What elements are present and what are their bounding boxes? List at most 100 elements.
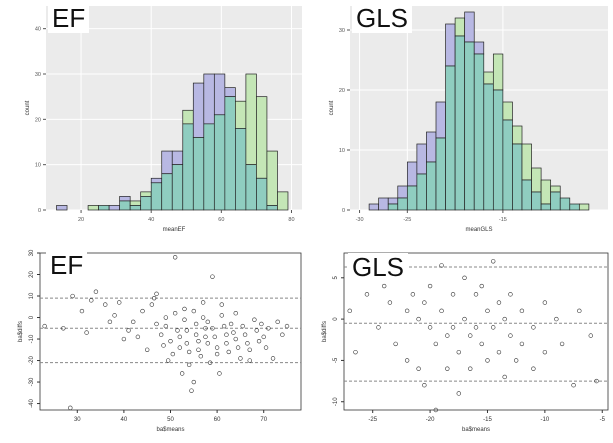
gls-histogram-label: GLS: [352, 4, 413, 33]
ef-scatter-y-tick-label: -20: [29, 356, 35, 365]
gls-hist-bar-overlap: [483, 83, 494, 211]
ef-scatter-data-point: [70, 293, 75, 299]
ef-hist-bar-overlap: [192, 137, 205, 211]
ef-scatter-data-point: [235, 345, 241, 350]
gls-hist-bar-excess: [464, 11, 475, 43]
gls-hist-bar-excess: [531, 167, 542, 193]
gls-hist-bar-excess: [578, 203, 590, 211]
ef-hist-bar-overlap: [129, 205, 142, 211]
ef-scatter-data-point: [117, 300, 122, 305]
gls-scatter-data-point: [456, 349, 461, 355]
ef-scatter-data-point: [231, 330, 236, 335]
gls-hist-y-tick-label: 20: [339, 88, 345, 94]
ef-scatter-data-point: [254, 328, 259, 333]
ef-scatter-data-point: [221, 323, 227, 329]
ef-scatter-data-point: [196, 338, 201, 344]
ef-scatter-data-point: [170, 351, 176, 357]
gls-scatter-y-tick-label: 0: [333, 317, 339, 321]
gls-scatter-data-point: [462, 316, 467, 322]
gls-scatter-data-point: [508, 292, 513, 297]
ef-hist-bar-overlap: [256, 177, 268, 211]
ef-hist-x-tick-label: 40: [148, 217, 154, 223]
gls-hist-bar-excess: [368, 203, 380, 211]
ef-scatter-data-point: [270, 356, 276, 361]
ef-scatter-x-tick-label: 30: [74, 417, 81, 423]
gls-scatter-data-point: [376, 325, 381, 330]
gls-bland-altman-plot: -25 -20 -15 -10 -5 -10 -5 0 5 ba$means ba$diffs: [322, 252, 609, 433]
ef-scatter-data-point: [193, 321, 199, 327]
ef-scatter-data-point: [275, 319, 280, 325]
ef-scatter-data-point: [163, 315, 169, 320]
ef-scatter-data-point: [42, 323, 47, 329]
ef-scatter-data-point: [242, 332, 248, 337]
ef-scatter-data-point: [212, 334, 217, 340]
gls-scatter-data-point: [491, 259, 496, 264]
gls-hist-bar-overlap: [464, 41, 475, 211]
gls-scatter-data-point: [439, 263, 444, 268]
gls-scatter-data-point: [439, 308, 444, 314]
ef-scatter-data-point: [61, 326, 66, 331]
ef-scatter-data-point: [217, 371, 222, 376]
ef-hist-bar-excess: [266, 150, 278, 206]
gls-scatter-label: GLS: [348, 253, 409, 282]
ef-scatter-data-point: [165, 358, 171, 363]
gls-scatter-data-point: [450, 325, 456, 330]
gls-scatter-data-point: [404, 358, 410, 363]
gls-scatter-data-point: [387, 300, 393, 305]
ef-scatter-data-point: [93, 289, 99, 294]
gls-scatter-data-point: [462, 275, 467, 280]
gls-scatter-data-point: [491, 325, 496, 330]
ef-histogram: 20 40 60 80 0 10 20 30 40 meanEF count: [25, 6, 302, 233]
ef-scatter-data-point: [203, 326, 208, 331]
ef-scatter-x-tick-label: 60: [214, 417, 221, 423]
ef-scatter-data-point: [228, 321, 234, 327]
ef-hist-bar-excess: [119, 196, 131, 202]
gls-scatter-data-point: [433, 341, 439, 347]
ef-scatter-data-point: [226, 349, 231, 355]
gls-scatter-data-point: [404, 308, 410, 314]
ef-hist-bar-excess: [140, 191, 152, 197]
gls-scatter-data-point: [364, 292, 370, 297]
gls-hist-bar-overlap: [550, 191, 561, 211]
gls-scatter-data-point: [588, 333, 593, 338]
ef-hist-bar-excess: [277, 191, 289, 211]
ef-scatter-data-point: [224, 332, 229, 337]
gls-hist-x-tick-label: -25: [403, 217, 411, 223]
ef-scatter-data-point: [252, 317, 257, 322]
gls-scatter-x-tick-label: -15: [483, 417, 492, 423]
ef-scatter-y-tick-label: -40: [29, 399, 35, 408]
ef-bland-altman-plot: 30 40 50 60 70 -40 -30 -20 -10 0 10 20 30 ba$means ba$…: [18, 249, 302, 433]
ef-scatter-data-point: [266, 326, 271, 331]
gls-scatter-data-point: [531, 366, 536, 371]
gls-hist-bar-overlap: [445, 65, 456, 211]
ef-hist-bar-excess: [203, 73, 215, 125]
gls-scatter-data-point: [427, 325, 433, 330]
gls-hist-bar-overlap: [492, 89, 504, 211]
ef-scatter-data-point: [214, 351, 220, 357]
ef-hist-bar-excess: [235, 100, 247, 129]
ef-scatter-data-point: [107, 319, 113, 325]
ef-hist-bar-excess: [56, 205, 68, 211]
ef-histogram-panel: 20 40 60 80 0 10 20 30 40 meanEF count EF: [0, 0, 306, 235]
ef-hist-y-tick-label: 20: [35, 117, 41, 123]
ef-hist-y-tick-label: 10: [35, 163, 41, 169]
ef-scatter-data-point: [184, 328, 190, 333]
ef-hist-y-tick-label: 0: [38, 208, 41, 214]
gls-scatter-data-point: [559, 341, 565, 347]
gls-hist-bar-overlap: [435, 137, 446, 211]
gls-hist-bar-overlap: [502, 119, 513, 211]
ef-scatter-x-tick-label: 40: [121, 417, 128, 423]
gls-scatter-data-point: [519, 341, 525, 347]
ef-hist-bar-excess: [182, 109, 194, 125]
gls-hist-bar-overlap: [416, 173, 427, 211]
gls-scatter-data-point: [502, 316, 507, 322]
gls-scatter-data-point: [410, 292, 416, 297]
ef-scatter-data-point: [245, 341, 250, 346]
ef-scatter-data-point: [154, 291, 159, 297]
gls-hist-bar-excess: [426, 131, 437, 163]
gls-scatter-data-point: [571, 383, 576, 388]
ef-scatter-data-point: [233, 311, 238, 316]
gls-scatter-data-point: [473, 292, 479, 297]
ef-scatter-data-point: [103, 302, 108, 307]
gls-hist-bar-overlap: [521, 179, 532, 211]
